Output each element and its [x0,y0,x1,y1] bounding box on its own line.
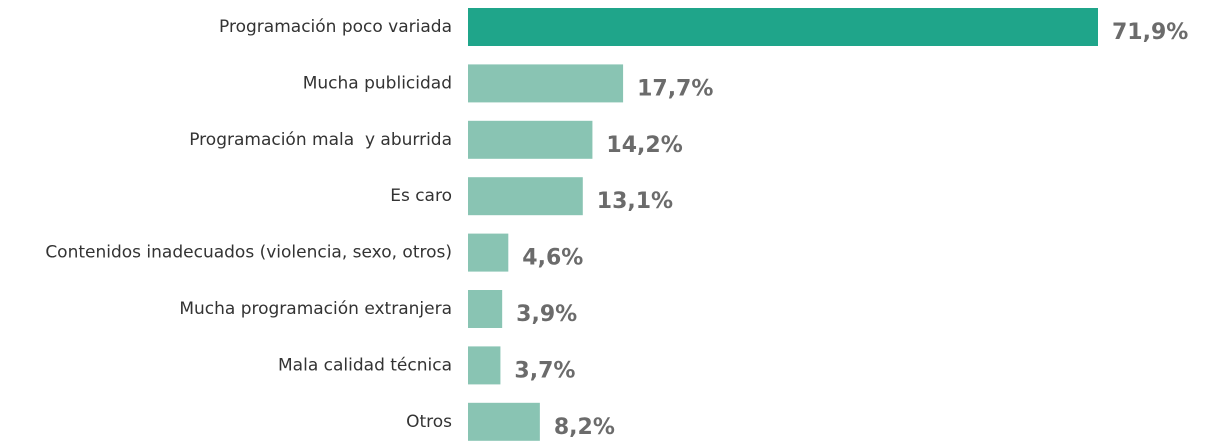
value-label: 71,9% [1112,20,1188,45]
category-label: Es caro [390,186,452,206]
category-label: Mucha programación extranjera [179,299,452,319]
value-label: 8,2% [554,415,615,440]
bar [468,177,583,216]
bar [468,120,593,159]
bar [468,290,503,328]
category-label: Mucha publicidad [303,73,452,93]
value-label: 4,6% [522,246,583,271]
category-label: Programación mala y aburrida [189,130,452,150]
bar [468,402,540,441]
value-label: 3,9% [516,302,577,327]
bar [468,346,501,385]
value-label: 14,2% [606,133,682,158]
value-label: 13,1% [597,189,673,214]
bar [468,8,1098,46]
category-label: Otros [406,412,452,432]
value-label: 3,7% [514,358,575,383]
category-label: Programación poco variada [219,17,452,37]
category-label: Mala calidad técnica [278,355,452,375]
category-label: Contenidos inadecuados (violencia, sexo,… [45,243,452,263]
value-label: 17,7% [637,76,713,101]
bar [468,64,624,103]
bar [468,233,509,272]
